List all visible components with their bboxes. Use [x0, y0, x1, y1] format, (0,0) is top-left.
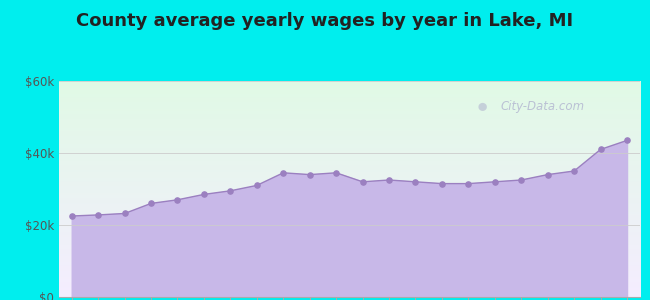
Text: City-Data.com: City-Data.com [500, 100, 585, 113]
Point [146, 201, 156, 206]
Text: County average yearly wages by year in Lake, MI: County average yearly wages by year in L… [77, 12, 573, 30]
Point [172, 197, 183, 202]
Point [331, 170, 341, 175]
Point [410, 179, 421, 184]
Text: ⬤: ⬤ [477, 102, 487, 111]
Point [595, 147, 606, 152]
Point [278, 170, 289, 175]
Point [489, 179, 500, 184]
Point [463, 181, 474, 186]
Point [358, 179, 368, 184]
Point [252, 183, 262, 188]
Point [437, 181, 447, 186]
Point [622, 138, 632, 143]
Point [199, 192, 209, 197]
Point [384, 178, 395, 182]
Point [304, 172, 315, 177]
Point [516, 178, 526, 182]
Point [93, 212, 103, 217]
Point [120, 211, 130, 216]
Point [225, 188, 235, 193]
Point [569, 169, 579, 173]
Point [543, 172, 553, 177]
Point [66, 214, 77, 218]
